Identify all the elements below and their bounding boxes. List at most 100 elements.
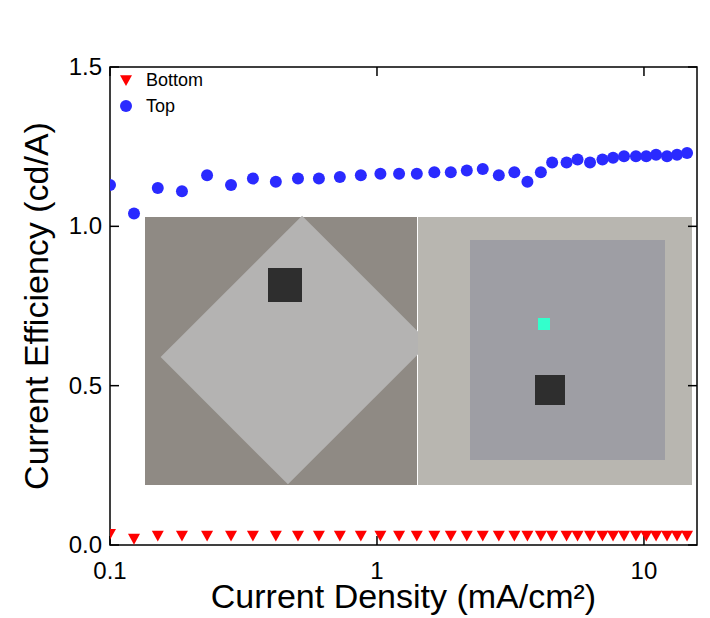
point: [411, 168, 423, 180]
point: [445, 531, 457, 542]
point: [493, 169, 505, 181]
point: [334, 531, 346, 542]
photo-right-aperture: [535, 375, 565, 405]
y-tick-right: [688, 66, 697, 68]
point: [661, 150, 673, 162]
point: [201, 169, 213, 181]
point: [572, 153, 584, 165]
photo-right: [418, 217, 692, 485]
y-tick: [110, 66, 119, 68]
point: [374, 168, 386, 180]
point: [584, 157, 596, 169]
point: [630, 150, 642, 162]
point: [477, 163, 489, 175]
point: [355, 169, 367, 181]
y-tick: [110, 544, 119, 546]
y-tick: [110, 226, 119, 228]
point: [596, 531, 608, 542]
y-tick: [110, 385, 119, 387]
point: [225, 179, 237, 191]
x-tick-top: [643, 67, 645, 76]
point: [521, 176, 533, 188]
y-tick-label: 1.5: [69, 53, 102, 80]
photo-right-emission: [538, 318, 550, 330]
inset-photos: [145, 216, 692, 485]
point: [671, 149, 683, 161]
point: [247, 173, 259, 185]
legend: Bottom Top: [120, 70, 203, 116]
photo-left-sample: [161, 216, 430, 485]
point: [428, 166, 440, 178]
y-axis-title: Current Efficiency (cd/A): [17, 122, 55, 490]
point: [671, 531, 683, 542]
point: [546, 157, 558, 169]
point: [313, 531, 325, 542]
point: [521, 531, 533, 542]
point: [561, 531, 573, 542]
point: [128, 208, 140, 220]
point: [535, 166, 547, 178]
point: [618, 150, 630, 162]
point: [176, 185, 188, 197]
point: [313, 173, 325, 185]
y-tick-right: [688, 226, 697, 228]
photo-left-aperture: [268, 268, 302, 302]
point: [461, 531, 473, 542]
legend-label: Bottom: [146, 70, 203, 90]
x-tick-label: 10: [631, 557, 658, 584]
point: [201, 531, 213, 542]
plot-frame: [110, 67, 697, 545]
point: [461, 165, 473, 177]
y-tick-label: 1.0: [69, 212, 102, 239]
y-tick-right: [688, 385, 697, 387]
x-tick-top: [376, 67, 378, 76]
point: [572, 531, 584, 542]
point: [152, 182, 164, 194]
point: [546, 531, 558, 542]
data-points: [110, 147, 693, 545]
point: [411, 531, 423, 542]
x-tick-top: [109, 67, 111, 76]
point: [225, 531, 237, 542]
point: [493, 531, 505, 542]
x-tick-label: 0.1: [93, 557, 126, 584]
point: [428, 531, 440, 542]
point: [630, 531, 642, 542]
y-tick-label: 0.0: [69, 531, 102, 558]
point: [445, 166, 457, 178]
point: [650, 149, 662, 161]
point: [640, 531, 652, 542]
point: [334, 171, 346, 183]
chart: 0.11100.00.51.01.5Current Density (mA/cm…: [0, 0, 710, 618]
point: [247, 531, 259, 542]
point: [650, 531, 662, 542]
point: [270, 531, 282, 542]
y-tick-label: 0.5: [69, 372, 102, 399]
point: [618, 531, 630, 542]
point: [596, 153, 608, 165]
point: [374, 531, 386, 542]
legend-marker: [120, 100, 132, 112]
point: [561, 157, 573, 169]
point: [477, 531, 489, 542]
point: [584, 531, 596, 542]
x-tick: [376, 536, 378, 545]
point: [152, 531, 164, 542]
point: [393, 531, 405, 542]
point: [661, 531, 673, 542]
point: [110, 529, 116, 540]
y-tick-right: [688, 544, 697, 546]
point: [508, 531, 520, 542]
legend-label: Top: [146, 96, 175, 116]
point: [355, 531, 367, 542]
point: [110, 179, 116, 191]
point: [607, 152, 619, 164]
point: [681, 531, 693, 542]
point: [270, 176, 282, 188]
point: [176, 531, 188, 542]
point: [393, 168, 405, 180]
point: [292, 173, 304, 185]
point: [292, 531, 304, 542]
legend-marker: [120, 75, 132, 86]
point: [508, 166, 520, 178]
